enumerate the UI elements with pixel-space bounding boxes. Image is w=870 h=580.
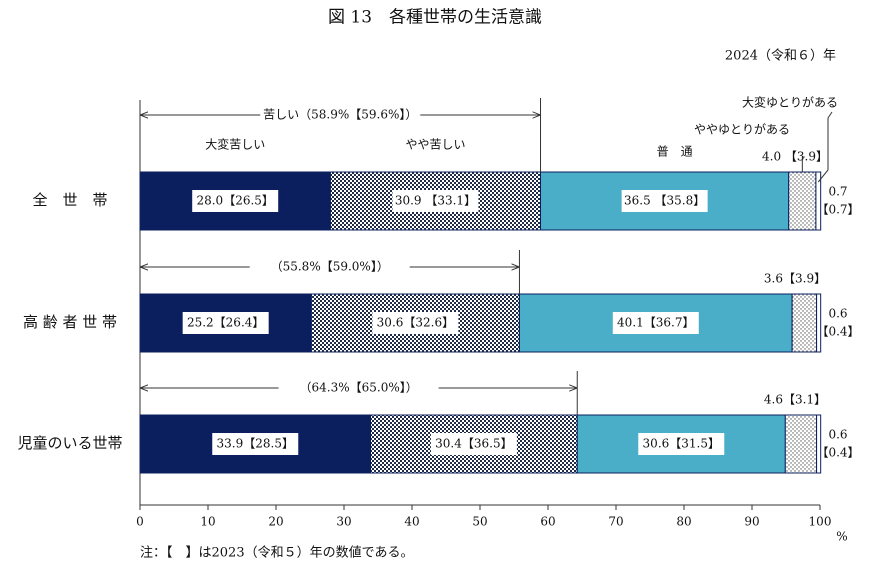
- value-label: 36.5 【35.8】: [624, 194, 705, 208]
- subtitle: 2024（令和６）年: [725, 49, 836, 64]
- bar-segment: [791, 293, 818, 353]
- bar-segment: [370, 414, 578, 474]
- value-label-box: [212, 433, 299, 455]
- value-label: 30.6【31.5】: [643, 437, 720, 451]
- bar-segment: [788, 171, 817, 231]
- value-label: 30.6【32.6】: [377, 316, 454, 330]
- x-tick-label: 40: [404, 515, 419, 529]
- category-label: 全 世 帯: [32, 191, 107, 209]
- value-label: 25.2【26.4】: [187, 316, 264, 330]
- value-label: 40.1【36.7】: [617, 316, 694, 330]
- value-label: 【0.4】: [816, 325, 859, 339]
- group-label: （64.3%【65.0%】）: [299, 381, 417, 395]
- series-label: 大変ゆとりがある: [742, 95, 838, 110]
- x-tick-label: 0: [136, 515, 144, 529]
- category-label: 高 齢 者 世 帯: [23, 313, 117, 331]
- x-tick-label: 60: [540, 515, 555, 529]
- category-label: 児童のいる世帯: [17, 434, 122, 452]
- bar-segment: [816, 293, 822, 353]
- value-label-box: [612, 312, 699, 334]
- leader-line: [817, 111, 833, 183]
- value-label-box: [182, 312, 269, 334]
- bar-segment: [815, 171, 822, 231]
- value-label-box: [372, 312, 459, 334]
- value-label: 0.6: [828, 428, 847, 442]
- value-label: 【0.4】: [816, 446, 859, 460]
- bar-segment: [310, 293, 520, 353]
- value-label-box: [430, 433, 517, 455]
- x-tick-label: 30: [336, 515, 351, 529]
- series-label: やや苦しい: [405, 138, 465, 152]
- chart-title: 図 13 各種世帯の生活意識: [328, 8, 542, 28]
- value-label: 3.6【3.9】: [764, 272, 826, 286]
- group-label-box: [278, 379, 439, 397]
- value-label: 30.4【36.5】: [435, 437, 512, 451]
- x-unit: %: [836, 530, 847, 544]
- x-tick-label: 50: [472, 515, 487, 529]
- group-label-box: [249, 258, 410, 276]
- bar-segment: [784, 414, 818, 474]
- leader-line: [801, 156, 805, 172]
- x-tick-label: 20: [268, 515, 283, 529]
- series-label: 大変苦しい: [205, 137, 265, 152]
- series-label: ややゆとりがある: [694, 122, 790, 137]
- value-label-box: [621, 190, 708, 212]
- value-label: 30.9 【33.1】: [395, 194, 476, 208]
- value-label: 【0.7】: [816, 203, 859, 217]
- x-tick-label: 10: [200, 515, 215, 529]
- value-label-box: [192, 190, 279, 212]
- value-label-box: [392, 190, 479, 212]
- value-label: 33.9【28.5】: [217, 437, 294, 451]
- value-label: 0.6: [828, 307, 847, 321]
- group-label-box: [260, 106, 421, 124]
- note: 注：【 】は2023（令和５）年の数値である。: [140, 545, 413, 561]
- x-tick-label: 90: [744, 515, 759, 529]
- bar-segment: [816, 414, 822, 474]
- value-label: 4.6【3.1】: [764, 393, 826, 407]
- series-label: 普 通: [657, 145, 693, 159]
- x-tick-label: 100: [809, 515, 832, 529]
- value-label-box: [638, 433, 725, 455]
- group-label: 苦しい（58.9%【59.6%】）: [263, 108, 417, 122]
- group-label: （55.8%【59.0%】）: [271, 260, 389, 274]
- x-tick-label: 70: [608, 515, 623, 529]
- value-label: 4.0 【3.9】: [762, 150, 828, 164]
- value-label: 0.7: [828, 185, 847, 199]
- value-label: 28.0【26.5】: [196, 194, 273, 208]
- x-tick-label: 80: [676, 515, 691, 529]
